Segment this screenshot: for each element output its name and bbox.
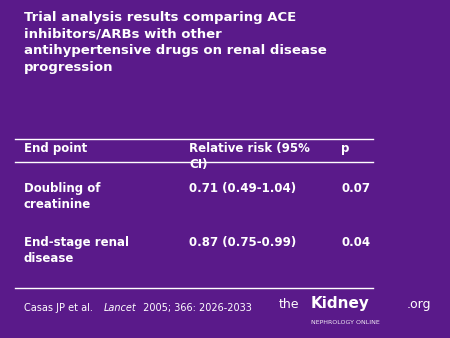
Text: NEPHROLOGY ONLINE: NEPHROLOGY ONLINE [311, 320, 380, 325]
Text: the: the [279, 298, 299, 312]
Text: Lancet: Lancet [104, 303, 136, 313]
Text: 0.87 (0.75-0.99): 0.87 (0.75-0.99) [189, 236, 297, 249]
Text: End-stage renal
disease: End-stage renal disease [24, 236, 129, 265]
Text: 0.71 (0.49-1.04): 0.71 (0.49-1.04) [189, 183, 297, 195]
Text: .org: .org [407, 298, 432, 312]
Text: Doubling of
creatinine: Doubling of creatinine [24, 183, 100, 211]
Text: p: p [341, 142, 350, 155]
Text: Relative risk (95%
CI): Relative risk (95% CI) [189, 142, 310, 171]
Text: 2005; 366: 2026-2033: 2005; 366: 2026-2033 [140, 303, 252, 313]
Text: 0.07: 0.07 [341, 183, 370, 195]
Text: Trial analysis results comparing ACE
inhibitors/ARBs with other
antihypertensive: Trial analysis results comparing ACE inh… [24, 11, 327, 74]
Text: Kidney: Kidney [311, 296, 370, 312]
Text: End point: End point [24, 142, 87, 155]
Text: Casas JP et al.: Casas JP et al. [24, 303, 96, 313]
Text: 0.04: 0.04 [341, 236, 370, 249]
